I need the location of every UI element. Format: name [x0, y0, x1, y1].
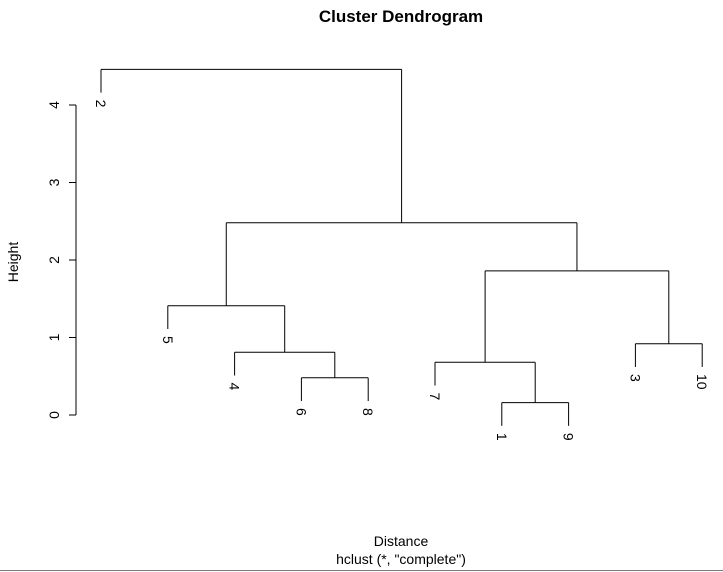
y-axis-label: Height	[5, 242, 21, 283]
leaf-label: 8	[360, 408, 376, 416]
chart-title: Cluster Dendrogram	[319, 7, 483, 26]
y-tick-label: 1	[46, 333, 62, 341]
dendrogram-links	[100, 68, 703, 426]
leaf-label: 9	[561, 433, 577, 441]
leaf-label: 7	[427, 393, 443, 401]
y-tick-label: 4	[46, 101, 62, 109]
y-tick-label: 0	[46, 411, 62, 419]
x-axis-label: Distance	[374, 533, 429, 549]
chart-subtitle: hclust (*, "complete")	[336, 551, 466, 567]
y-tick-label: 3	[46, 178, 62, 186]
y-axis: 0 1 2 3 4	[46, 101, 77, 419]
leaf-label: 2	[93, 100, 109, 108]
leaf-label: 5	[160, 336, 176, 344]
leaf-label: 4	[227, 382, 243, 390]
leaf-label: 6	[293, 408, 309, 416]
leaf-label: 10	[694, 374, 710, 390]
y-tick-label: 2	[46, 256, 62, 264]
leaf-label: 3	[627, 374, 643, 382]
leaf-label: 1	[494, 433, 510, 441]
leaf-labels: 2 5 4 6 8 7 1 9 3 10	[93, 100, 710, 441]
